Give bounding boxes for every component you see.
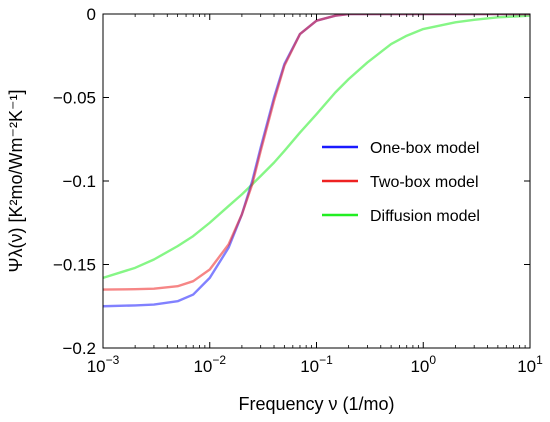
legend-label-diffusion-model: Diffusion model [370, 208, 480, 225]
y-tick-label: −0.15 [53, 256, 96, 275]
x-tick-label: 10−1 [300, 353, 333, 376]
x-tick-label: 10−2 [193, 353, 226, 376]
legend: One-box model Two-box model Diffusion mode… [322, 140, 480, 225]
series-line-diffusion-model [103, 14, 530, 280]
legend-label-two-box-model: Two-box model [370, 174, 479, 191]
legend-label-one-box-model: One-box model [370, 140, 479, 157]
y-tick-label: −0.1 [62, 172, 96, 191]
series-line-one-box-model [103, 14, 530, 308]
x-tick-label: 101 [517, 353, 543, 376]
y-axis-label: Ψλ(ν) [K²mo/Wm⁻²K⁻¹] [6, 89, 26, 272]
axis-ticks [102, 13, 531, 349]
x-tick-label: 10−3 [87, 353, 120, 376]
y-tick-label: −0.2 [62, 339, 96, 358]
series-line-two-box-model [103, 14, 530, 291]
y-tick-label: 0 [87, 5, 96, 24]
y-tick-label: −0.05 [53, 89, 96, 108]
x-axis-label: Frequency ν (1/mo) [238, 394, 394, 414]
axis-tick-labels: 10−3 10−2 10−1 100 101 0 −0.05 −0.1 −0.15 −0.2 [53, 5, 543, 376]
series-lines [103, 14, 530, 308]
x-tick-label: 100 [410, 353, 436, 376]
